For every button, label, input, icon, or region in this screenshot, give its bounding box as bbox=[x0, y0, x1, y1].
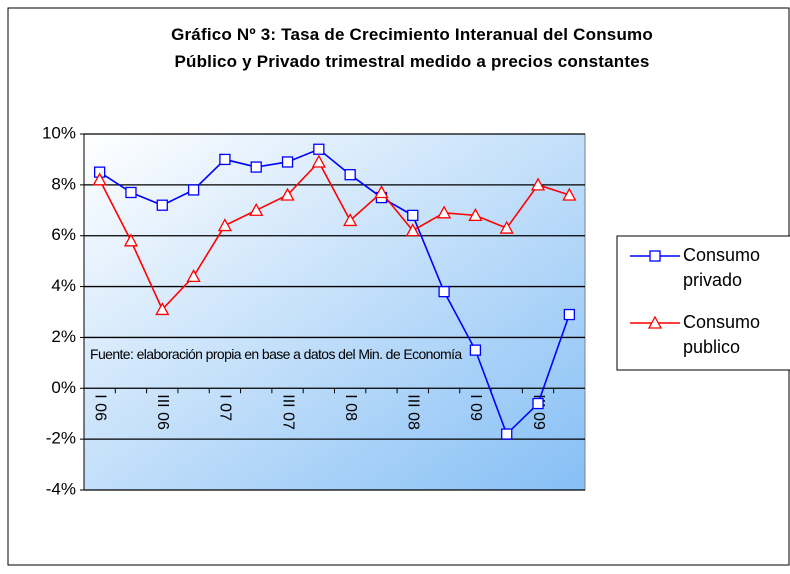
marker bbox=[92, 172, 107, 186]
marker bbox=[123, 233, 139, 247]
y-tick-label: 2% bbox=[51, 327, 76, 346]
marker bbox=[250, 161, 262, 173]
marker bbox=[281, 156, 294, 168]
x-tick-label: III 08 bbox=[405, 394, 422, 430]
marker bbox=[343, 213, 358, 227]
x-tick-label: I 09 bbox=[467, 394, 484, 421]
marker bbox=[468, 208, 483, 222]
legend-box bbox=[616, 235, 790, 371]
marker bbox=[405, 223, 420, 237]
chart-title: Gráfico Nº 3: Tasa de Crecimiento Intera… bbox=[171, 25, 653, 44]
chart-title: Público y Privado trimestral medido a pr… bbox=[174, 52, 650, 71]
marker bbox=[280, 187, 295, 201]
marker bbox=[649, 250, 661, 262]
x-tick-label: III 06 bbox=[154, 394, 171, 430]
legend-label: Consumo privado bbox=[683, 245, 761, 290]
y-tick-label: -2% bbox=[46, 429, 76, 448]
marker bbox=[647, 315, 663, 329]
series-line bbox=[98, 160, 570, 311]
marker bbox=[374, 185, 389, 199]
marker bbox=[530, 177, 546, 191]
marker bbox=[187, 184, 200, 196]
marker bbox=[344, 169, 356, 181]
marker bbox=[249, 202, 264, 216]
y-tick-label: 8% bbox=[51, 174, 76, 193]
y-tick-label: -4% bbox=[46, 479, 76, 498]
marker bbox=[562, 187, 577, 201]
marker bbox=[155, 302, 170, 316]
x-tick-label: I 08 bbox=[342, 394, 359, 421]
marker bbox=[438, 286, 450, 298]
marker bbox=[563, 308, 575, 321]
y-tick-label: 4% bbox=[51, 276, 76, 295]
marker bbox=[219, 153, 231, 166]
y-tick-label: 0% bbox=[51, 378, 76, 397]
marker bbox=[311, 154, 326, 168]
x-tick-label: III 07 bbox=[279, 394, 296, 430]
marker bbox=[156, 199, 168, 211]
y-tick-label: 6% bbox=[51, 225, 76, 244]
x-tick-label: I 06 bbox=[91, 394, 108, 421]
x-tick-label: I 07 bbox=[217, 394, 234, 421]
marker bbox=[407, 209, 419, 222]
y-tick-label: 10% bbox=[42, 123, 76, 142]
legend-label: Consumo publico bbox=[683, 312, 761, 357]
marker bbox=[499, 220, 514, 234]
marker bbox=[532, 397, 544, 410]
marker bbox=[217, 218, 233, 232]
marker bbox=[313, 143, 325, 155]
source-note: Fuente: elaboración propia en base a dat… bbox=[90, 346, 462, 362]
marker bbox=[501, 428, 513, 440]
marker bbox=[469, 344, 482, 356]
series-line bbox=[99, 148, 571, 436]
marker bbox=[186, 269, 201, 283]
marker bbox=[125, 186, 137, 199]
marker bbox=[436, 205, 452, 219]
